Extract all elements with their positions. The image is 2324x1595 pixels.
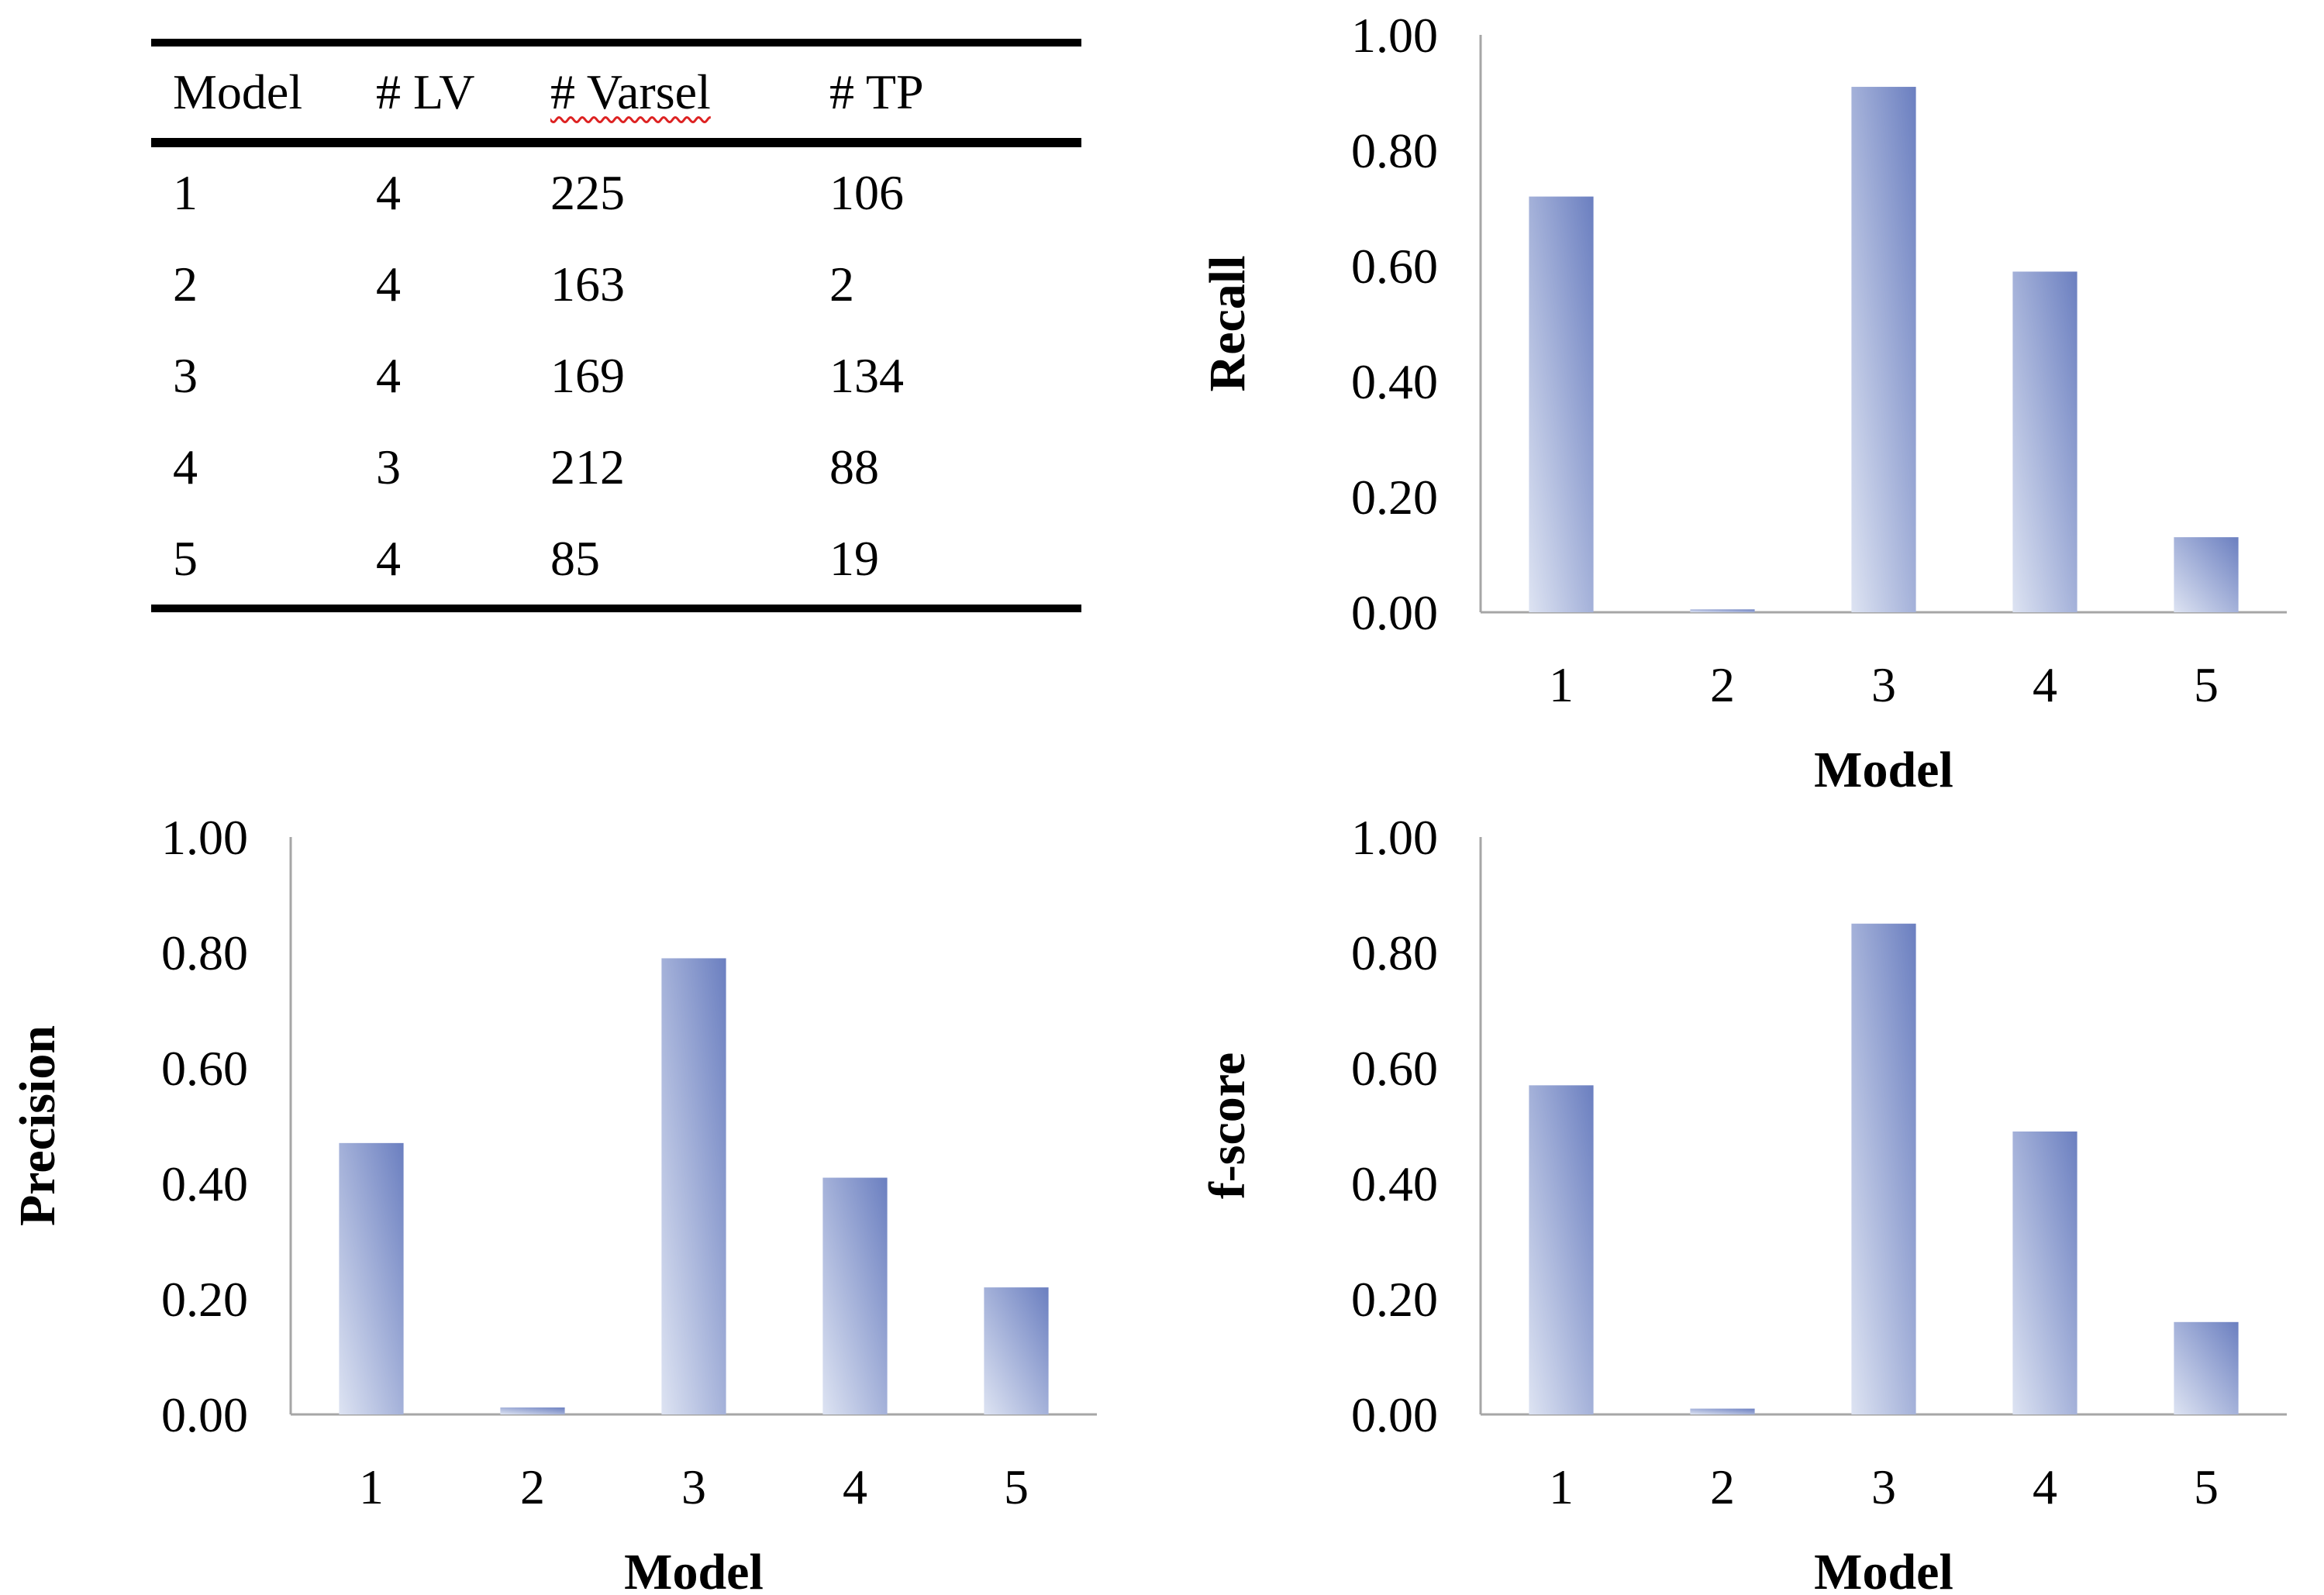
y-tick-label: 0.00: [1351, 1387, 1438, 1442]
x-tick-label: 3: [1871, 1459, 1896, 1514]
cell-lv: 4: [376, 348, 401, 403]
y-tick-label: 0.00: [161, 1387, 248, 1442]
x-tick-label: 2: [1710, 1459, 1735, 1514]
y-tick-label: 0.20: [1351, 470, 1438, 525]
y-tick-label: 1.00: [161, 810, 248, 865]
bar-model-5: [2174, 1321, 2239, 1414]
bar-model-3: [661, 958, 726, 1414]
table-row: 5 4 85 19: [151, 513, 1081, 605]
y-tick-label: 1.00: [1351, 8, 1438, 63]
cell-tp: 106: [829, 165, 904, 220]
header-varsel: # Varsel: [550, 67, 829, 117]
bar-model-1: [339, 1142, 404, 1414]
cell-varsel: 85: [550, 531, 600, 586]
x-axis-title: Model: [1814, 1544, 1953, 1595]
table-row: 3 4 169 134: [151, 330, 1081, 422]
cell-varsel: 169: [550, 348, 625, 403]
cell-model: 4: [173, 439, 198, 494]
x-tick-label: 2: [1710, 657, 1735, 712]
x-axis-title: Model: [1814, 742, 1953, 798]
y-tick-label: 0.60: [1351, 1041, 1438, 1096]
cell-lv: 4: [376, 165, 401, 220]
cell-model: 5: [173, 531, 198, 586]
x-tick-label: 1: [1549, 657, 1574, 712]
y-tick-label: 0.20: [1351, 1272, 1438, 1327]
y-tick-label: 0.20: [161, 1272, 248, 1327]
header-tp: # TP: [829, 64, 924, 119]
y-tick-label: 0.60: [161, 1041, 248, 1096]
bar-model-4: [2012, 1131, 2077, 1414]
x-tick-label: 5: [2194, 1459, 2219, 1514]
header-varsel-text: # Varsel: [550, 64, 711, 119]
y-tick-label: 0.40: [1351, 354, 1438, 409]
table-bottom-rule: [151, 605, 1081, 612]
y-tick-label: 0.80: [1351, 123, 1438, 178]
table-header-row: Model # LV # Varsel # TP: [151, 47, 1081, 138]
bar-model-3: [1851, 923, 1916, 1414]
x-tick-label: 5: [1004, 1459, 1029, 1514]
y-tick-label: 0.00: [1351, 585, 1438, 640]
y-axis-title: Recall: [1199, 256, 1256, 392]
cell-lv: 3: [376, 439, 401, 494]
x-tick-label: 5: [2194, 657, 2219, 712]
y-tick-label: 1.00: [1351, 810, 1438, 865]
x-tick-label: 2: [520, 1459, 545, 1514]
table-top-rule: [151, 39, 1081, 47]
cell-tp: 88: [829, 439, 879, 494]
cell-model: 3: [173, 348, 198, 403]
table-header-rule: [151, 138, 1081, 147]
table-row: 1 4 225 106: [151, 147, 1081, 239]
x-tick-label: 4: [2033, 657, 2057, 712]
x-tick-label: 3: [1871, 657, 1896, 712]
cell-model: 1: [173, 165, 198, 220]
y-tick-label: 0.40: [1351, 1156, 1438, 1211]
cell-tp: 19: [829, 531, 879, 586]
results-table: Model # LV # Varsel # TP 1 4 225 106 2 4…: [151, 39, 1081, 612]
table-row: 2 4 163 2: [151, 239, 1081, 330]
bar-model-5: [2174, 537, 2239, 612]
bar-model-1: [1529, 1085, 1594, 1414]
bar-model-2: [1690, 609, 1755, 612]
bar-model-4: [2012, 271, 2077, 612]
cell-varsel: 212: [550, 439, 625, 494]
cell-model: 2: [173, 257, 198, 312]
y-axis-title: f-score: [1199, 1052, 1256, 1199]
cell-tp: 2: [829, 257, 854, 312]
bar-model-3: [1851, 87, 1916, 613]
cell-lv: 4: [376, 257, 401, 312]
y-tick-label: 0.80: [161, 925, 248, 980]
y-tick-label: 0.80: [1351, 925, 1438, 980]
x-tick-label: 4: [2033, 1459, 2057, 1514]
bar-model-4: [822, 1177, 888, 1414]
y-tick-label: 0.60: [1351, 239, 1438, 294]
table-row: 4 3 212 88: [151, 422, 1081, 513]
x-tick-label: 1: [359, 1459, 384, 1514]
bar-model-2: [1690, 1408, 1755, 1414]
bar-model-5: [984, 1287, 1049, 1414]
header-lv: # LV: [376, 64, 475, 119]
y-tick-label: 0.40: [161, 1156, 248, 1211]
cell-lv: 4: [376, 531, 401, 586]
x-tick-label: 4: [843, 1459, 867, 1514]
y-axis-title: Precision: [9, 1025, 66, 1226]
bar-model-2: [500, 1407, 565, 1414]
bar-model-1: [1529, 196, 1594, 613]
x-axis-title: Model: [624, 1544, 764, 1595]
cell-varsel: 163: [550, 257, 625, 312]
x-tick-label: 1: [1549, 1459, 1574, 1514]
header-model: Model: [173, 64, 303, 119]
x-tick-label: 3: [681, 1459, 706, 1514]
cell-varsel: 225: [550, 165, 625, 220]
cell-tp: 134: [829, 348, 904, 403]
